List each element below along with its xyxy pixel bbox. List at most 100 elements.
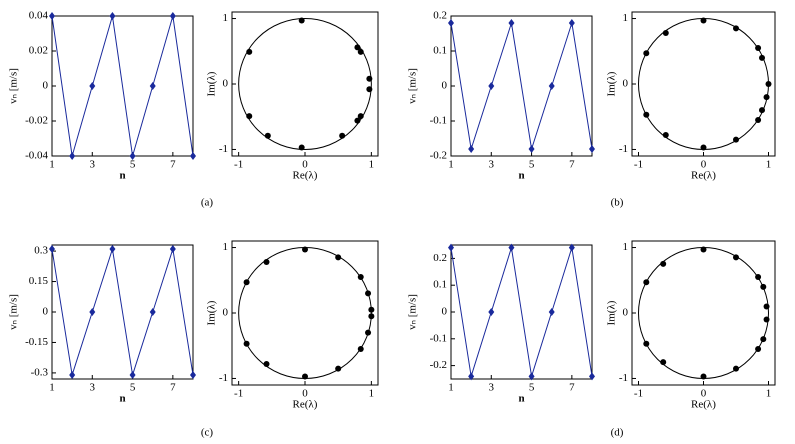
unit-circle <box>638 247 769 379</box>
x-tick-label: 3 <box>489 159 495 171</box>
y-axis-label: Im(λ) <box>606 71 618 96</box>
eigenvalue <box>365 329 372 336</box>
y-tick-label: 1 <box>623 241 629 253</box>
data-point <box>129 152 136 160</box>
data-point <box>448 243 454 252</box>
y-tick-label: 0.15 <box>29 275 49 287</box>
eigenvalue <box>733 365 739 372</box>
x-axis-label: Re(λ) <box>691 399 716 411</box>
data-point <box>508 19 515 27</box>
x-tick-label: 1 <box>369 159 375 171</box>
x-tick-label: 1 <box>766 388 772 400</box>
eigenvalue <box>755 117 762 123</box>
y-tick-label: 0 <box>43 80 49 92</box>
eigenvalue <box>366 86 373 93</box>
eigenvalue <box>335 365 342 372</box>
eigenvalue <box>755 274 762 280</box>
y-tick-label: -0.1 <box>430 115 447 127</box>
y-tick-label: 0 <box>623 78 629 90</box>
eigenvalue <box>660 359 667 366</box>
y-tick-label: 0.2 <box>433 10 447 22</box>
eigenvalue <box>733 25 739 32</box>
data-point <box>169 245 176 254</box>
data-point <box>149 82 156 90</box>
x-tick-label: 0 <box>701 159 707 171</box>
data-point <box>69 370 76 379</box>
data-point <box>169 12 176 20</box>
x-tick-label: 3 <box>90 159 96 171</box>
eigenvalue <box>246 48 253 55</box>
eigenvalue <box>366 75 373 82</box>
y-tick-label: -0.04 <box>25 150 48 162</box>
y-tick-label: 0.1 <box>433 279 447 291</box>
axes-frame <box>631 11 776 157</box>
panel-label: (c) <box>201 427 214 439</box>
eigenvalue <box>733 254 739 261</box>
x-axis-label: Re(λ) <box>293 399 318 411</box>
data-point <box>488 308 495 316</box>
y-tick-label: -1 <box>219 143 228 155</box>
eigenvalue <box>354 117 361 124</box>
data-line <box>450 247 593 377</box>
data-point <box>468 145 475 153</box>
panel-label: (a) <box>201 197 214 209</box>
y-tick-label: -1 <box>219 372 228 384</box>
data-point <box>89 308 96 316</box>
y-tick-label: 0.02 <box>29 45 48 57</box>
y-tick-label: 0.1 <box>433 45 447 57</box>
eigenvalue <box>700 246 707 253</box>
y-tick-label: -0.15 <box>25 336 48 348</box>
x-tick-label: 3 <box>489 382 495 394</box>
y-tick-label: -0.1 <box>430 332 447 344</box>
x-tick-label: 1 <box>766 159 772 171</box>
eigenvalue <box>760 283 767 290</box>
data-point <box>528 372 535 381</box>
eigenvalue <box>700 144 707 151</box>
eigenvalue <box>700 17 707 24</box>
y-tick-label: 1 <box>223 12 229 24</box>
eigenvalue <box>354 44 361 51</box>
x-tick-label: 7 <box>569 159 575 171</box>
x-tick-label: -1 <box>234 388 243 400</box>
axes-frame <box>631 240 776 386</box>
data-point <box>468 372 475 381</box>
x-tick-label: -1 <box>634 388 643 400</box>
x-tick-label: 1 <box>49 159 55 171</box>
axes-frame <box>231 11 379 157</box>
eigenvalue <box>643 340 650 347</box>
x-tick-label: 1 <box>448 159 454 171</box>
data-point <box>488 82 495 90</box>
eigenvalue <box>243 340 250 347</box>
eigenvalue <box>263 258 270 265</box>
x-axis-label: n <box>518 393 524 405</box>
data-line <box>51 15 194 157</box>
y-tick-label: 1 <box>623 12 629 24</box>
x-tick-label: 0 <box>302 159 308 171</box>
y-tick-label: -1 <box>619 372 628 384</box>
x-tick-label: 0 <box>302 388 308 400</box>
data-point <box>528 145 535 153</box>
x-tick-label: 1 <box>369 388 375 400</box>
eigenvalue <box>760 336 767 343</box>
eigenvalue <box>365 290 372 297</box>
data-point <box>548 308 555 316</box>
y-axis-label: Im(λ) <box>206 71 218 96</box>
x-tick-label: -1 <box>234 159 243 171</box>
y-axis-label: vₙ [m/s] <box>8 68 20 104</box>
x-axis-label: n <box>119 170 125 182</box>
x-tick-label: 5 <box>529 159 535 171</box>
y-tick-label: 0 <box>43 306 49 318</box>
x-tick-label: 1 <box>49 382 55 394</box>
eigenvalue <box>700 373 707 380</box>
eigenvalue <box>733 136 739 143</box>
y-tick-label: -0.2 <box>430 359 447 371</box>
eigenvalue <box>243 279 250 286</box>
eigenvalue <box>643 111 650 118</box>
eigenvalue <box>643 279 650 286</box>
y-tick-label: -0.02 <box>25 115 48 127</box>
eigenvalue <box>763 316 770 323</box>
data-point <box>149 308 156 316</box>
unit-circle <box>638 18 769 150</box>
y-axis-label: Im(λ) <box>606 300 618 325</box>
